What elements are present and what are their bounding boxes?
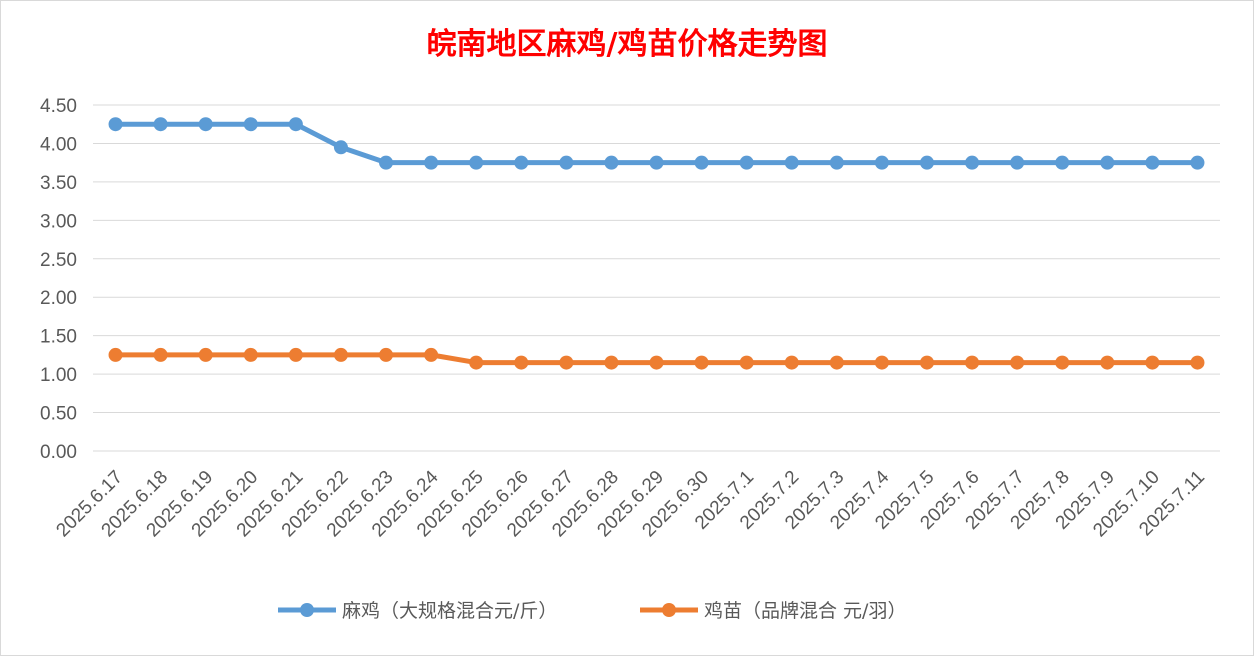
series-2-point (243, 347, 258, 362)
series-2-point (649, 355, 664, 370)
y-tick-label: 3.00 (40, 211, 77, 232)
series-1-point (604, 155, 619, 170)
series-2-point (919, 355, 934, 370)
series-2-point (198, 347, 213, 362)
y-tick-label: 1.00 (40, 365, 77, 386)
series-1-point (243, 117, 258, 132)
series-2-point (874, 355, 889, 370)
series-1-point (1190, 155, 1205, 170)
y-axis-ticks: 0.00 0.50 1.00 1.50 2.00 2.50 3.00 3.50 4.00 4.50 (40, 96, 77, 463)
series-2-point (288, 347, 303, 362)
y-tick-label: 2.00 (40, 288, 77, 309)
series-2-point (108, 347, 123, 362)
series-1-point (694, 155, 709, 170)
series-1-point (829, 155, 844, 170)
series-1-point (153, 117, 168, 132)
series-1-point (424, 155, 439, 170)
legend-label-1: 麻鸡（大规格混合元/斤） (342, 600, 557, 622)
y-tick-label: 2.50 (40, 250, 77, 271)
series-2-point (1100, 355, 1115, 370)
series-1-point (649, 155, 664, 170)
chart-title: 皖南地区麻鸡/鸡苗价格走势图 (427, 27, 828, 62)
series-2-point (379, 347, 394, 362)
series-1-point (1010, 155, 1025, 170)
series-2-point (559, 355, 574, 370)
y-tick-label: 0.50 (40, 404, 77, 425)
series-2-point (965, 355, 980, 370)
series-1-point (108, 117, 123, 132)
series-2-point (1145, 355, 1160, 370)
series-1-point (965, 155, 980, 170)
series-1-point (198, 117, 213, 132)
y-tick-label: 3.50 (40, 173, 77, 194)
series-2-point (784, 355, 799, 370)
grid-lines (93, 104, 1220, 452)
legend-label-2: 鸡苗（品牌混合 元/羽） (704, 600, 906, 622)
series-2-point (829, 355, 844, 370)
y-tick-label: 0.00 (40, 442, 77, 463)
series-group (108, 117, 1205, 370)
y-tick-label: 4.00 (40, 134, 77, 155)
series-1-point (379, 155, 394, 170)
series-1-point (919, 155, 934, 170)
series-1-point (1055, 155, 1070, 170)
series-2-point (604, 355, 619, 370)
legend-marker-1 (300, 603, 314, 617)
y-tick-label: 1.50 (40, 327, 77, 348)
series-1-point (333, 140, 348, 155)
series-2-point (694, 355, 709, 370)
series-1-point (1145, 155, 1160, 170)
series-2-point (469, 355, 484, 370)
series-1-point (784, 155, 799, 170)
series-1-point (739, 155, 754, 170)
legend: 麻鸡（大规格混合元/斤） 鸡苗（品牌混合 元/羽） (278, 600, 906, 622)
legend-marker-2 (662, 603, 676, 617)
series-2-point (1010, 355, 1025, 370)
y-tick-label: 4.50 (40, 96, 77, 117)
series-2-point (514, 355, 529, 370)
series-2-point (333, 347, 348, 362)
series-1-point (288, 117, 303, 132)
series-2-point (424, 347, 439, 362)
series-2-point (1055, 355, 1070, 370)
series-2-point (739, 355, 754, 370)
series-1-point (469, 155, 484, 170)
series-2-point (1190, 355, 1205, 370)
x-axis-ticks: 2025.6.172025.6.182025.6.192025.6.202025… (52, 466, 1209, 541)
series-1-point (1100, 155, 1115, 170)
series-2-point (153, 347, 168, 362)
series-1-point (559, 155, 574, 170)
series-1-point (514, 155, 529, 170)
series-1-point (874, 155, 889, 170)
